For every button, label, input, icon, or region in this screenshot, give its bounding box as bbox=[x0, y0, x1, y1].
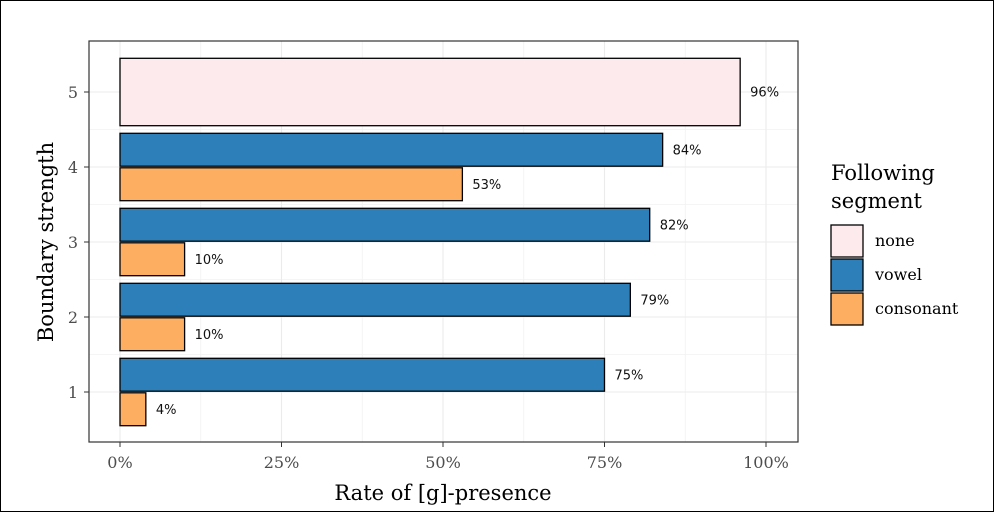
x-tick-label: 75% bbox=[587, 453, 623, 472]
legend-entries: none vowel consonant bbox=[830, 224, 959, 326]
legend-swatch-consonant bbox=[830, 292, 864, 326]
legend-label-none: none bbox=[875, 231, 915, 250]
x-axis: 0% 25% 50% 75% 100% bbox=[107, 442, 789, 472]
bar-label-consonant-1: 4% bbox=[156, 403, 177, 418]
bar-none-5 bbox=[119, 57, 741, 127]
bar-label-none-5: 96% bbox=[750, 86, 779, 101]
bar-label-consonant-3: 10% bbox=[195, 253, 224, 268]
legend-title-line-2: segment bbox=[831, 189, 923, 213]
legend-swatch-none bbox=[830, 224, 864, 258]
legend-label-vowel: vowel bbox=[874, 265, 922, 284]
y-tick-label: 2 bbox=[68, 308, 78, 327]
bar-vowel-3 bbox=[119, 207, 651, 242]
bar-consonant-1 bbox=[119, 392, 147, 427]
bar-vowel-1 bbox=[119, 357, 606, 392]
bar-vowel-4 bbox=[119, 132, 664, 167]
bar-consonant-2 bbox=[119, 317, 186, 352]
bar-label-vowel-4: 84% bbox=[673, 143, 702, 158]
x-axis-title: Rate of [g]-presence bbox=[334, 481, 551, 505]
y-tick-label: 5 bbox=[68, 83, 78, 102]
y-tick-label: 3 bbox=[68, 233, 78, 252]
legend: Following segment none vowel consonant bbox=[830, 161, 959, 326]
bars-layer bbox=[119, 57, 741, 427]
bar-consonant-4 bbox=[119, 167, 464, 202]
y-axis: 1 2 3 4 5 bbox=[68, 83, 89, 402]
x-tick-label: 50% bbox=[425, 453, 461, 472]
bar-label-consonant-2: 10% bbox=[195, 328, 224, 343]
bar-label-consonant-4: 53% bbox=[472, 178, 501, 193]
y-tick-label: 4 bbox=[68, 158, 78, 177]
y-tick-label: 1 bbox=[68, 383, 78, 402]
legend-swatch-vowel bbox=[830, 258, 864, 292]
legend-label-consonant: consonant bbox=[875, 299, 959, 318]
y-axis-title: Boundary strength bbox=[34, 142, 58, 342]
x-tick-label: 100% bbox=[743, 453, 789, 472]
bar-label-vowel-2: 79% bbox=[640, 293, 669, 308]
bar-label-vowel-3: 82% bbox=[660, 218, 689, 233]
x-tick-label: 25% bbox=[264, 453, 300, 472]
bar-labels-layer: 96% 84% 53% 82% 10% 79% 10% 75% 4% bbox=[156, 86, 779, 418]
bar-consonant-3 bbox=[119, 242, 186, 277]
bar-label-vowel-1: 75% bbox=[615, 368, 644, 383]
bar-vowel-2 bbox=[119, 282, 631, 317]
x-tick-label: 0% bbox=[107, 453, 132, 472]
legend-title-line-1: Following bbox=[831, 161, 935, 185]
